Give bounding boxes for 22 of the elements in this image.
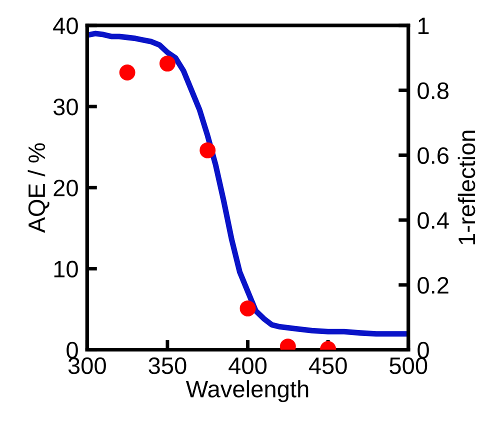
point xyxy=(119,64,136,80)
y-axis-title: AQE / % xyxy=(28,143,50,233)
y2-tick-label: 0.6 xyxy=(418,147,448,164)
x-tick-label: 350 xyxy=(148,357,186,374)
y2-tick-label: 0.8 xyxy=(418,82,448,100)
y2-axis-title: 1-reflection xyxy=(458,130,476,244)
x-tick-label: 450 xyxy=(308,357,347,374)
y2-tick-label: 0.4 xyxy=(418,212,449,229)
x-axis-title: Wavelength xyxy=(186,380,308,402)
y-tick-label: 40 xyxy=(53,18,78,34)
y-tick-label: 30 xyxy=(53,98,78,116)
point xyxy=(200,142,216,158)
y-tick-label: 0 xyxy=(66,342,78,359)
x-tick-label: 500 xyxy=(390,357,428,374)
y-tick-label: 10 xyxy=(54,260,78,278)
y2-tick-label: 0.2 xyxy=(418,276,448,294)
y2-tick-label: 0 xyxy=(418,342,429,359)
x-tick-label: 400 xyxy=(228,357,267,374)
x-tick-label: 300 xyxy=(68,357,106,374)
point xyxy=(159,56,176,72)
y2-tick-label: 1 xyxy=(418,18,429,34)
y-tick-label: 20 xyxy=(54,180,78,196)
